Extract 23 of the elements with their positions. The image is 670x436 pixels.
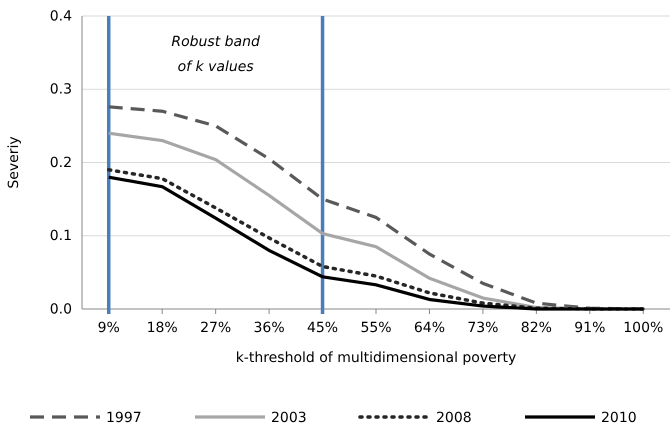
y-tick-label: 0.3 <box>50 82 72 98</box>
x-tick-label: 82% <box>520 320 552 336</box>
y-axis-title: Severiy <box>6 136 22 189</box>
y-tick-label: 0.4 <box>50 8 72 24</box>
x-tick-label: 36% <box>254 320 285 336</box>
x-tick-label: 27% <box>200 320 232 336</box>
x-tick-label: 64% <box>414 320 446 336</box>
legend-label: 2010 <box>601 410 637 426</box>
x-tick-label: 73% <box>467 320 498 336</box>
x-tick-label: 45% <box>306 320 338 336</box>
legend-label: 2008 <box>436 410 472 426</box>
x-tick-label: 18% <box>146 320 178 336</box>
x-tick-label: 55% <box>360 320 392 336</box>
legend-label: 2003 <box>271 410 307 426</box>
x-axis-title: k-threshold of multidimensional poverty <box>236 350 516 366</box>
x-tick-label: 9% <box>98 320 120 336</box>
y-tick-label: 0.1 <box>50 228 72 244</box>
x-tick-label: 100% <box>623 320 664 336</box>
x-tick-label: 91% <box>574 320 606 336</box>
legend-label: 1997 <box>106 410 142 426</box>
y-tick-label: 0.2 <box>50 154 72 171</box>
annotation: Robust band of k values <box>171 34 260 75</box>
y-tick-label: 0.0 <box>50 301 72 318</box>
